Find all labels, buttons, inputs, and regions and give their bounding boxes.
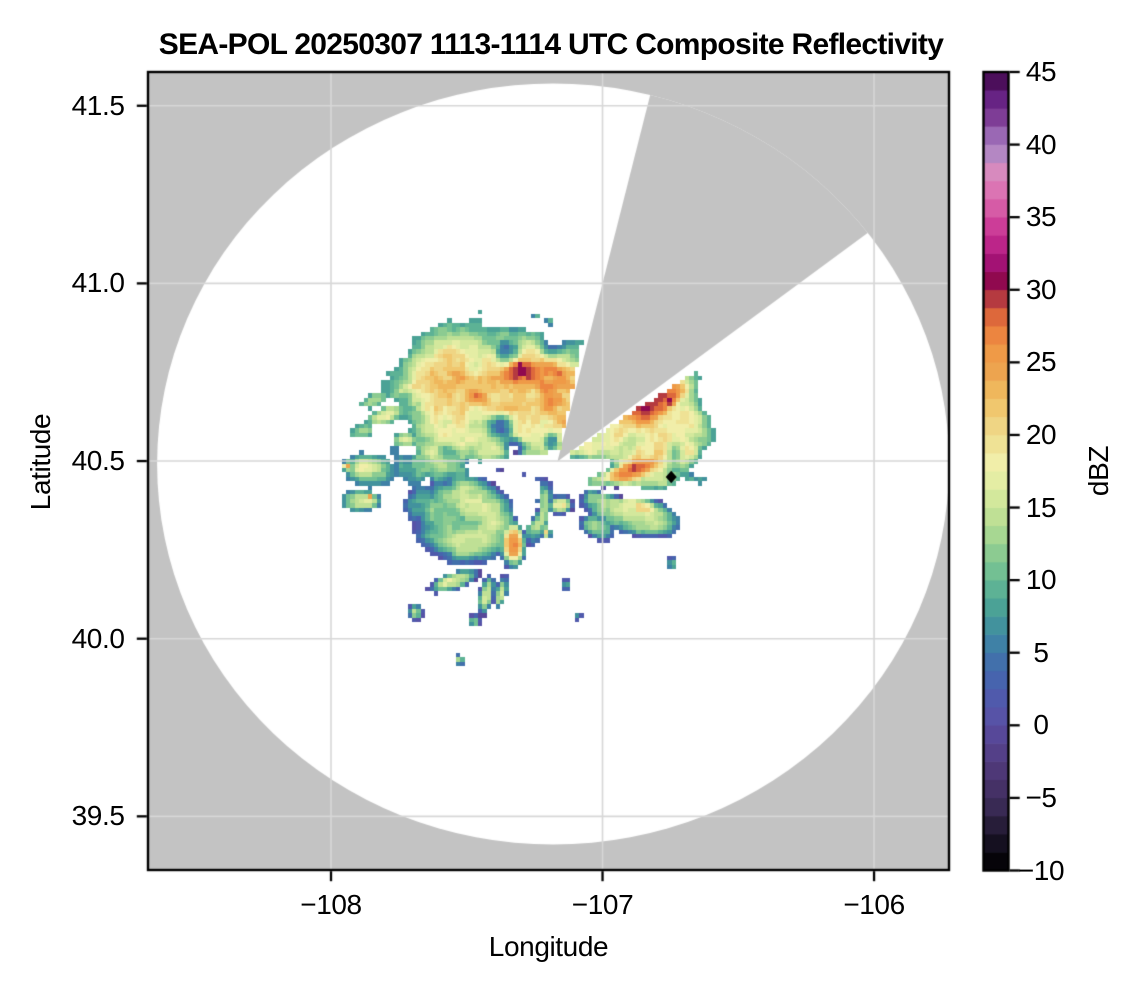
colorbar-tick-label: 45	[1025, 56, 1057, 87]
x-tick-label: −108	[300, 888, 362, 920]
colorbar-label: dBZ	[1083, 445, 1114, 497]
colorbar-tick-label: 35	[1025, 201, 1057, 233]
plot-title: SEA-POL 20250307 1113-1114 UTC Composite…	[158, 28, 944, 61]
colorbar-tick-label: 30	[1025, 273, 1057, 305]
colorbar-tick-label: −5	[1025, 781, 1057, 813]
y-tick-label: 39.5	[71, 800, 125, 832]
y-axis-label: Latitude	[25, 413, 56, 511]
colorbar-tick-label: 25	[1025, 346, 1057, 378]
colorbar-tick-label: 40	[1025, 128, 1057, 160]
colorbar-tick-label: 20	[1025, 418, 1057, 450]
colorbar-tick-label: 15	[1025, 491, 1057, 523]
colorbar-tick-label: 10	[1025, 564, 1057, 596]
y-tick-label: 41.0	[71, 267, 125, 299]
y-tick-label: 40.0	[71, 622, 125, 654]
colorbar-tick-label: 0	[1033, 709, 1049, 741]
x-tick-label: −107	[571, 888, 634, 920]
y-tick-label: 41.5	[71, 89, 125, 121]
y-tick-label: 40.5	[71, 445, 125, 477]
colorbar-tick-label: 5	[1033, 636, 1049, 668]
x-tick-label: −106	[843, 888, 905, 920]
x-axis-label: Longitude	[488, 931, 609, 962]
colorbar-tick-label: −10	[1017, 854, 1065, 886]
